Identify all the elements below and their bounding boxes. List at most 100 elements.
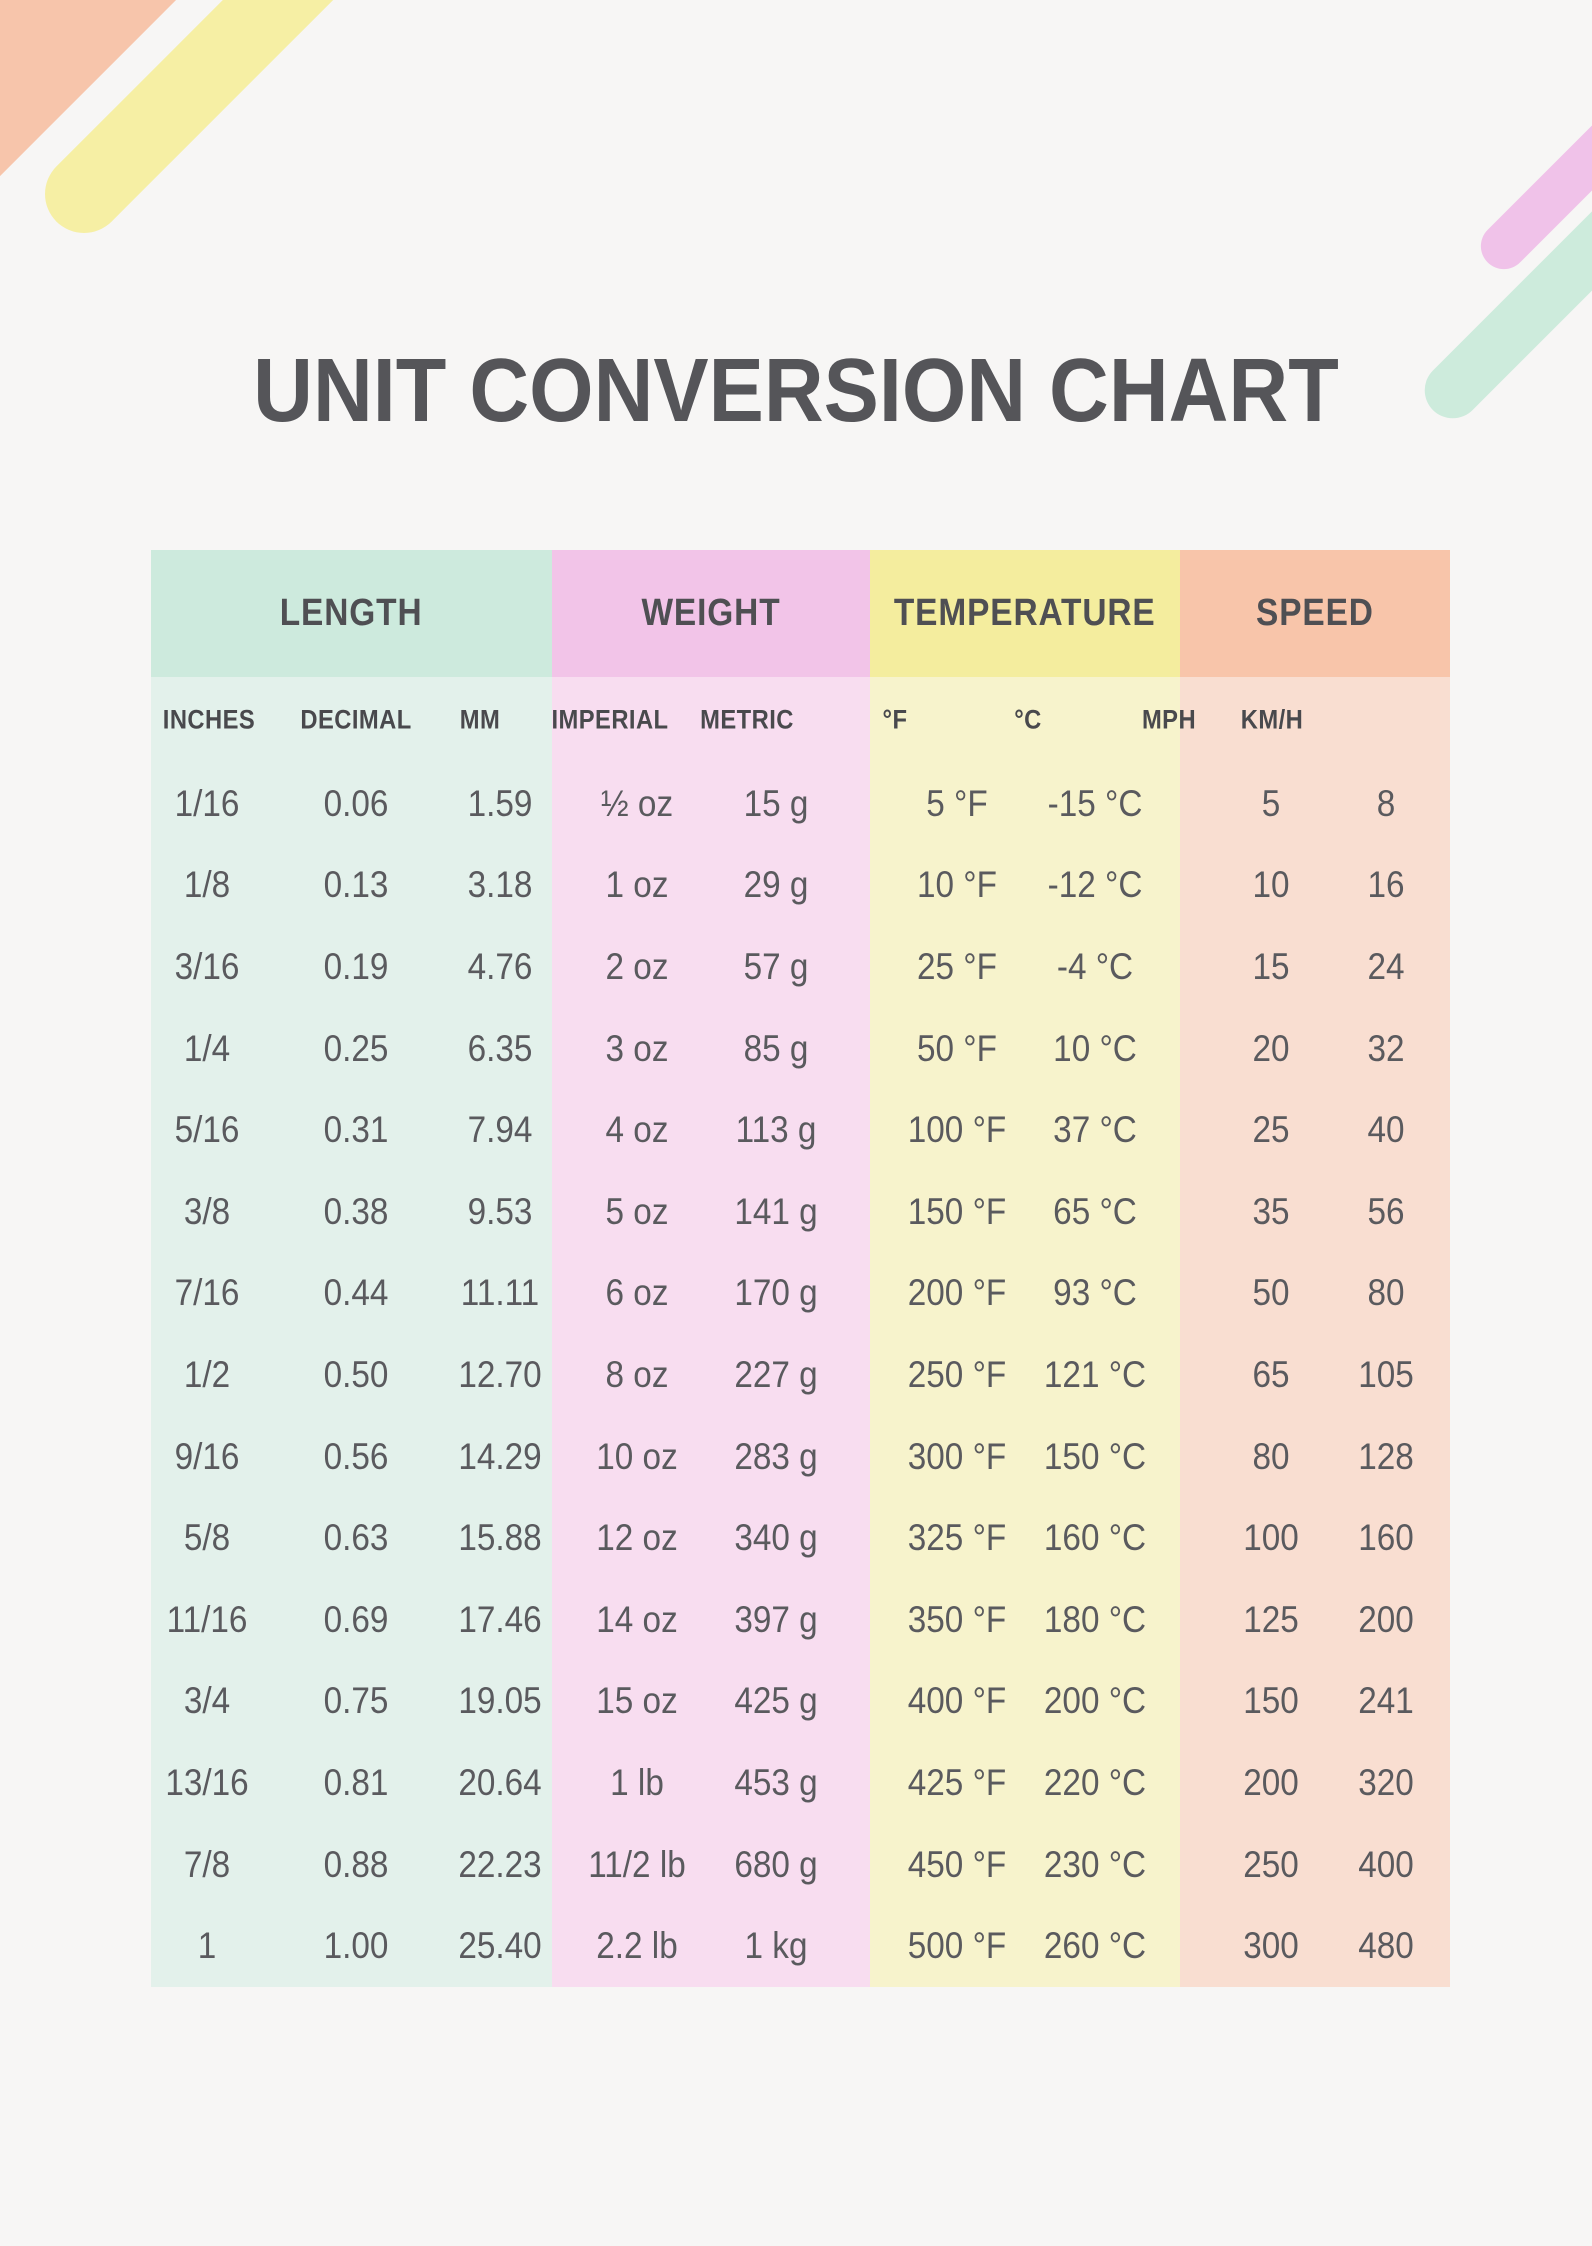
cell-kmh: 241 xyxy=(1358,1680,1414,1722)
table-row: 1/8 0.13 3.18 1 oz 29 g 10 °F -12 °C 10 16 xyxy=(151,845,1450,927)
cell-kmh: 32 xyxy=(1367,1027,1405,1069)
section-temperature: TEMPERATURE xyxy=(869,550,1180,1987)
cell-metric: 29 g xyxy=(743,864,809,906)
cell-decimal: 0.25 xyxy=(323,1027,389,1069)
cell-kmh: 200 xyxy=(1358,1598,1414,1640)
table-row: 3/4 0.75 19.05 15 oz 425 g 400 °F 200 °C 150 241 xyxy=(151,1661,1450,1743)
cell-inches: 11/16 xyxy=(166,1598,248,1640)
section-title-weight: WEIGHT xyxy=(641,592,781,634)
cell-celsius: 121 °C xyxy=(1043,1353,1147,1395)
section-weight: WEIGHT xyxy=(552,550,870,1987)
cell-fahrenheit: 500 °F xyxy=(907,1925,1007,1967)
cell-mph: 5 xyxy=(1261,782,1281,824)
cell-decimal: 0.13 xyxy=(323,864,389,906)
cell-fahrenheit: 450 °F xyxy=(907,1843,1007,1885)
cell-mph: 125 xyxy=(1243,1598,1299,1640)
cell-mph: 200 xyxy=(1243,1761,1299,1803)
cell-celsius: 200 °C xyxy=(1043,1680,1147,1722)
cell-imperial: 3 oz xyxy=(605,1027,669,1069)
table-row: 1 1.00 25.40 2.2 lb 1 kg 500 °F 260 °C 300 480 xyxy=(151,1905,1450,1987)
cell-metric: 227 g xyxy=(734,1353,818,1395)
cell-metric: 340 g xyxy=(734,1517,818,1559)
cell-mm: 11.11 xyxy=(460,1272,540,1314)
cell-metric: 113 g xyxy=(735,1109,817,1151)
cell-celsius: 150 °C xyxy=(1043,1435,1147,1477)
cell-inches: 1/16 xyxy=(174,782,240,824)
cell-imperial: 6 oz xyxy=(605,1272,669,1314)
column-header-imperial: IMPERIAL xyxy=(551,704,669,735)
cell-metric: 425 g xyxy=(734,1680,818,1722)
section-title-speed: SPEED xyxy=(1256,592,1374,634)
cell-inches: 5/8 xyxy=(183,1517,231,1559)
table-row: 9/16 0.56 14.29 10 oz 283 g 300 °F 150 °C 80 128 xyxy=(151,1416,1450,1498)
cell-decimal: 0.75 xyxy=(323,1680,389,1722)
table-row: 5/16 0.31 7.94 4 oz 113 g 100 °F 37 °C 25 40 xyxy=(151,1089,1450,1171)
cell-inches: 5/16 xyxy=(174,1109,240,1151)
cell-mph: 50 xyxy=(1252,1272,1290,1314)
column-header-mph: MPH xyxy=(1141,704,1197,735)
cell-mph: 35 xyxy=(1252,1190,1290,1232)
cell-decimal: 0.19 xyxy=(323,945,389,987)
cell-mm: 14.29 xyxy=(458,1435,542,1477)
cell-celsius: 230 °C xyxy=(1043,1843,1147,1885)
cell-metric: 57 g xyxy=(743,945,809,987)
table-row: 1/2 0.50 12.70 8 oz 227 g 250 °F 121 °C 65 105 xyxy=(151,1334,1450,1416)
cell-decimal: 0.56 xyxy=(323,1435,389,1477)
cell-mm: 7.94 xyxy=(467,1109,533,1151)
section-body-weight xyxy=(552,677,870,1987)
table-row: 5/8 0.63 15.88 12 oz 340 g 325 °F 160 °C 100 160 xyxy=(151,1497,1450,1579)
cell-fahrenheit: 50 °F xyxy=(917,1027,997,1069)
cell-fahrenheit: 25 °F xyxy=(917,945,997,987)
cell-celsius: -4 °C xyxy=(1056,945,1134,987)
cell-kmh: 8 xyxy=(1376,782,1396,824)
cell-fahrenheit: 200 °F xyxy=(907,1272,1007,1314)
cell-kmh: 128 xyxy=(1358,1435,1414,1477)
section-title-length: LENGTH xyxy=(280,592,423,634)
section-header-speed: SPEED xyxy=(1179,550,1450,677)
cell-kmh: 24 xyxy=(1367,945,1405,987)
table-row: 7/8 0.88 22.23 11/2 lb 680 g 450 °F 230 °C 250 4… xyxy=(151,1824,1450,1906)
section-header-length: LENGTH xyxy=(151,550,552,677)
cell-inches: 3/4 xyxy=(183,1680,231,1722)
cell-imperial: 10 oz xyxy=(596,1435,678,1477)
cell-celsius: 160 °C xyxy=(1043,1517,1147,1559)
cell-mm: 17.46 xyxy=(458,1598,542,1640)
cell-decimal: 0.50 xyxy=(323,1353,389,1395)
cell-mm: 4.76 xyxy=(467,945,533,987)
section-speed: SPEED xyxy=(1179,550,1450,1987)
cell-inches: 9/16 xyxy=(174,1435,240,1477)
cell-fahrenheit: 250 °F xyxy=(907,1353,1007,1395)
cell-inches: 3/16 xyxy=(174,945,240,987)
cell-decimal: 0.69 xyxy=(323,1598,389,1640)
cell-kmh: 40 xyxy=(1367,1109,1405,1151)
cell-celsius: 220 °C xyxy=(1043,1761,1147,1803)
cell-fahrenheit: 350 °F xyxy=(907,1598,1007,1640)
cell-inches: 3/8 xyxy=(183,1190,231,1232)
cell-mm: 6.35 xyxy=(467,1027,533,1069)
table-row: 1/16 0.06 1.59 ½ oz 15 g 5 °F -15 °C 5 8 xyxy=(151,763,1450,845)
cell-metric: 15 g xyxy=(743,782,809,824)
cell-decimal: 0.44 xyxy=(323,1272,389,1314)
cell-mm: 3.18 xyxy=(467,864,533,906)
column-header-inches: INCHES xyxy=(162,704,256,735)
cell-mm: 22.23 xyxy=(458,1843,542,1885)
cell-mph: 300 xyxy=(1243,1925,1299,1967)
cell-celsius: 10 °C xyxy=(1053,1027,1137,1069)
section-body-speed xyxy=(1179,677,1450,1987)
cell-mm: 20.64 xyxy=(458,1761,542,1803)
cell-celsius: 260 °C xyxy=(1043,1925,1147,1967)
cell-imperial: 14 oz xyxy=(596,1598,678,1640)
cell-fahrenheit: 10 °F xyxy=(917,864,997,906)
cell-mm: 12.70 xyxy=(458,1353,542,1395)
cell-mph: 100 xyxy=(1243,1517,1299,1559)
cell-mph: 65 xyxy=(1252,1353,1290,1395)
cell-mph: 80 xyxy=(1252,1435,1290,1477)
section-length: LENGTH xyxy=(151,550,552,1987)
section-title-temperature: TEMPERATURE xyxy=(894,592,1156,634)
cell-decimal: 0.38 xyxy=(323,1190,389,1232)
cell-celsius: 93 °C xyxy=(1053,1272,1137,1314)
cell-imperial: 8 oz xyxy=(605,1353,669,1395)
cell-decimal: 0.81 xyxy=(323,1761,389,1803)
cell-fahrenheit: 400 °F xyxy=(907,1680,1007,1722)
cell-decimal: 0.31 xyxy=(323,1109,389,1151)
